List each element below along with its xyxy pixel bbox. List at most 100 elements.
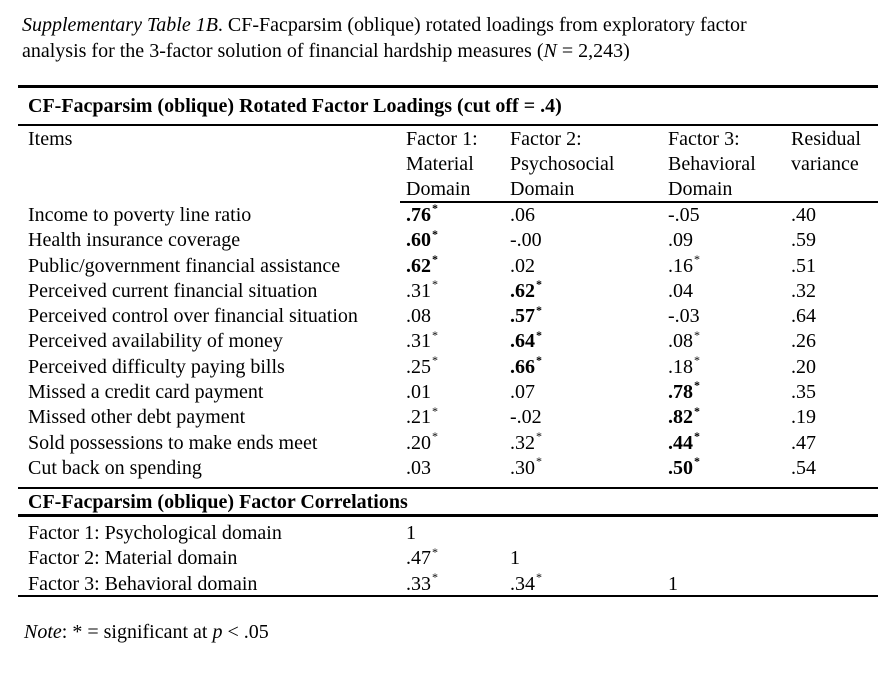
correlation-value: .47* bbox=[406, 546, 510, 571]
value-text: .44 bbox=[668, 431, 693, 454]
column-header-items: Items bbox=[28, 128, 73, 150]
value-text: .64 bbox=[510, 330, 535, 353]
table-row: Public/government financial assistance .… bbox=[28, 251, 878, 279]
correlation-value bbox=[668, 521, 791, 546]
significance-asterisk: * bbox=[432, 429, 438, 444]
factor3-loading: .78* bbox=[668, 378, 791, 405]
item-label: Health insurance coverage bbox=[28, 229, 241, 252]
table-row: Factor 1: Psychological domain 1 bbox=[28, 521, 878, 546]
value-text: .82 bbox=[668, 406, 693, 429]
item-label: Perceived control over financial situati… bbox=[28, 305, 358, 328]
item-label: Missed other debt payment bbox=[28, 406, 246, 429]
value-text: .64 bbox=[791, 305, 816, 328]
significance-asterisk: * bbox=[694, 378, 700, 393]
value-text: -.03 bbox=[668, 305, 700, 328]
table-rule-under-section2 bbox=[18, 514, 878, 517]
value-text: .33 bbox=[406, 572, 431, 595]
factor1-loading: .76* bbox=[406, 202, 510, 228]
section-header-correlations: CF-Facparsim (oblique) Factor Correlatio… bbox=[28, 491, 408, 513]
factor2-loading: -.00 bbox=[510, 228, 668, 253]
factor3-loading: .08* bbox=[668, 329, 791, 354]
table-row: Missed a credit card payment .01 .07 .78… bbox=[28, 378, 878, 405]
factor3-loading: .09 bbox=[668, 228, 791, 253]
factor1-loading: .31* bbox=[406, 277, 510, 304]
factor2-loading: .07 bbox=[510, 380, 668, 405]
value-text: .34 bbox=[510, 572, 535, 595]
correlation-value: 1 bbox=[510, 546, 668, 571]
significance-asterisk: * bbox=[432, 251, 438, 266]
table-rule-under-section1 bbox=[18, 124, 878, 126]
value-text: .03 bbox=[406, 456, 431, 479]
section-header-loadings: CF-Facparsim (oblique) Rotated Factor Lo… bbox=[28, 95, 562, 117]
value-text: .06 bbox=[510, 204, 535, 226]
value-text: .62 bbox=[510, 279, 535, 302]
item-label: Sold possessions to make ends meet bbox=[28, 431, 318, 454]
correlation-value: 1 bbox=[668, 572, 791, 597]
table-row: Income to poverty line ratio .76* .06 -.… bbox=[28, 202, 878, 228]
significance-asterisk: * bbox=[432, 403, 438, 418]
residual-variance: .47 bbox=[791, 431, 876, 456]
value-text: .40 bbox=[791, 204, 816, 226]
note-p-symbol: p bbox=[212, 621, 223, 643]
value-text: .47 bbox=[791, 431, 816, 454]
factor3-loading: .04 bbox=[668, 279, 791, 304]
column-header-factor1: Factor 1: Material Domain bbox=[406, 128, 478, 200]
value-text: .62 bbox=[406, 254, 431, 277]
residual-variance: .35 bbox=[791, 380, 876, 405]
factor1-loading: .20* bbox=[406, 429, 510, 456]
factor3-loading: .50* bbox=[668, 454, 791, 481]
item-label: Cut back on spending bbox=[28, 456, 202, 479]
table-row: Factor 3: Behavioral domain .33* .34* 1 bbox=[28, 571, 878, 597]
caption-n-symbol: N bbox=[543, 40, 557, 62]
table-rule-top bbox=[18, 85, 878, 88]
factor3-loading: .44* bbox=[668, 430, 791, 456]
factor2-loading: .06 bbox=[510, 203, 668, 228]
factor1-loading: .62* bbox=[406, 251, 510, 279]
value-text: .66 bbox=[510, 355, 535, 378]
value-text: .78 bbox=[668, 381, 693, 404]
correlation-value: .33* bbox=[406, 571, 510, 597]
value-text: .25 bbox=[406, 355, 431, 378]
table-row: Perceived control over financial situati… bbox=[28, 304, 878, 329]
significance-asterisk: * bbox=[694, 454, 700, 469]
factor1-loading: .60* bbox=[406, 228, 510, 253]
factor1-loading: .03 bbox=[406, 456, 510, 481]
caption-text-line2: analysis for the 3-factor solution of fi… bbox=[22, 40, 544, 62]
value-text: .08 bbox=[668, 330, 693, 353]
significance-asterisk: * bbox=[432, 327, 438, 342]
table-row: Sold possessions to make ends meet .20* … bbox=[28, 429, 878, 456]
residual-variance: .51 bbox=[791, 254, 876, 279]
value-text: .21 bbox=[406, 406, 431, 429]
correlation-value bbox=[791, 572, 876, 597]
loadings-table-body: Income to poverty line ratio .76* .06 -.… bbox=[28, 202, 878, 481]
value-text: .01 bbox=[406, 381, 431, 404]
value-text: .26 bbox=[791, 330, 816, 353]
value-text: .35 bbox=[791, 381, 816, 404]
factor2-loading: .57* bbox=[510, 304, 668, 329]
item-label: Perceived current financial situation bbox=[28, 279, 318, 302]
value-text: .50 bbox=[668, 456, 693, 479]
significance-asterisk: * bbox=[694, 403, 700, 418]
significance-asterisk: * bbox=[536, 327, 542, 342]
note-threshold: < .05 bbox=[222, 621, 269, 643]
factor2-loading: .66* bbox=[510, 354, 668, 380]
factor2-loading: .30* bbox=[510, 455, 668, 481]
table-row: Cut back on spending .03 .30* .50* .54 bbox=[28, 454, 878, 481]
correlation-value bbox=[668, 546, 791, 571]
factor3-loading: .82* bbox=[668, 405, 791, 430]
table-row: Perceived current financial situation .3… bbox=[28, 277, 878, 304]
value-text: .18 bbox=[668, 355, 693, 378]
residual-variance: .54 bbox=[791, 456, 876, 481]
factor3-loading: -.05 bbox=[668, 203, 791, 228]
value-text: .47 bbox=[406, 547, 431, 570]
correlations-table-body: Factor 1: Psychological domain 1 Factor … bbox=[28, 521, 878, 597]
significance-asterisk: * bbox=[694, 353, 700, 368]
item-label: Perceived difficulty paying bills bbox=[28, 355, 285, 378]
factor-label: Factor 1: Psychological domain bbox=[28, 522, 282, 544]
significance-asterisk: * bbox=[432, 277, 438, 292]
value-text: .09 bbox=[668, 229, 693, 252]
value-text: 1 bbox=[510, 547, 520, 570]
correlation-value: 1 bbox=[406, 521, 510, 546]
column-header-residual: Residual variance bbox=[791, 128, 861, 175]
value-text: .57 bbox=[510, 305, 535, 328]
